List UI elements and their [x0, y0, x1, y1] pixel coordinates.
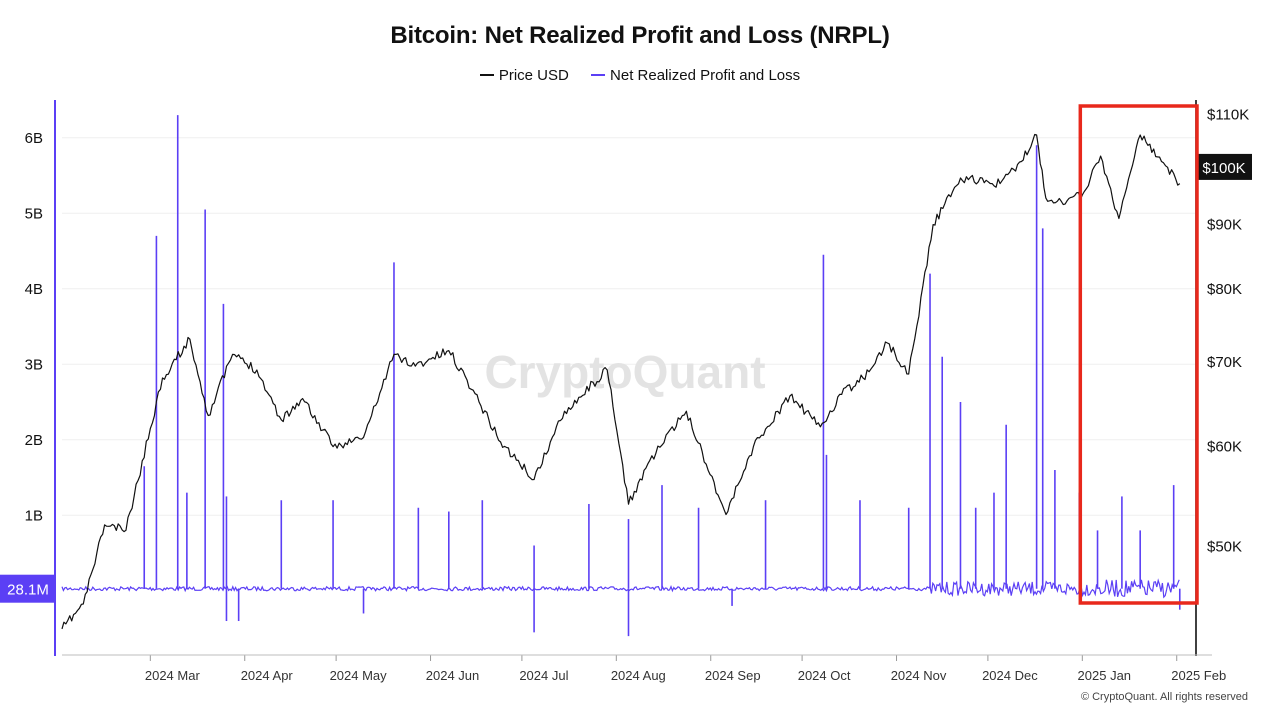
left-tick-label: 1B — [25, 507, 43, 524]
nrpl-badge-label: 28.1M — [7, 582, 49, 599]
x-tick-label: 2024 Sep — [705, 668, 761, 683]
x-axis: 2024 Mar 2024 Apr 2024 May 2024 Jun 2024 Jul… — [145, 655, 1226, 683]
left-tick-label: 5B — [25, 205, 43, 222]
x-tick-label: 2024 Mar — [145, 668, 201, 683]
right-tick-label: $80K — [1207, 281, 1242, 298]
x-tick-label: 2024 Aug — [611, 668, 666, 683]
legend-swatch-price — [479, 74, 494, 76]
x-tick-label: 2025 Jan — [1078, 668, 1132, 683]
legend: Price USD Net Realized Profit and Loss — [0, 63, 1280, 84]
grid — [62, 137, 1195, 516]
copyright: © CryptoQuant. All rights reserved — [1080, 691, 1248, 703]
left-tick-label: 3B — [25, 356, 43, 373]
price-line — [61, 133, 1181, 630]
chart-title: Bitcoin: Net Realized Profit and Loss (N… — [390, 22, 890, 49]
nrpl-series — [61, 115, 1181, 637]
right-tick-label: $90K — [1207, 217, 1242, 234]
left-tick-label: 6B — [25, 130, 43, 147]
legend-item-nrpl[interactable]: Net Realized Profit and Loss — [591, 67, 800, 84]
current-value-badges: $100K 28.1M — [0, 153, 1252, 603]
x-tick-label: 2024 Nov — [891, 668, 947, 683]
x-tick-label: 2024 Jun — [426, 668, 480, 683]
x-tick-label: 2024 May — [330, 668, 388, 683]
right-tick-label: $110K — [1207, 107, 1249, 124]
watermark: CryptoQuant — [484, 346, 765, 398]
left-tick-label: 4B — [25, 281, 43, 298]
legend-label-price: Price USD — [498, 66, 569, 84]
x-tick-label: 2024 Oct — [798, 668, 851, 683]
right-tick-label: $70K — [1207, 354, 1242, 371]
highlight-box — [1078, 104, 1199, 605]
price-badge-label: $100K — [1202, 160, 1245, 177]
price-badge — [1197, 153, 1252, 180]
x-tick-label: 2024 Jul — [519, 668, 568, 683]
left-axis: 6B 5B 4B 3B 2B 1B — [25, 130, 43, 525]
legend-item-price[interactable]: Price USD — [479, 66, 569, 84]
legend-label-nrpl: Net Realized Profit and Loss — [610, 66, 801, 84]
right-axis: $110K $90K $80K $70K $60K $50K — [1207, 107, 1249, 556]
left-tick-label: 2B — [25, 432, 43, 449]
x-tick-label: 2025 Feb — [1171, 668, 1226, 683]
right-tick-label: $60K — [1207, 439, 1242, 456]
x-tick-label: 2024 Apr — [241, 668, 294, 683]
nrpl-baseline — [61, 578, 1180, 599]
legend-swatch-nrpl — [591, 74, 606, 76]
x-tick-label: 2024 Dec — [982, 668, 1038, 683]
right-tick-label: $50K — [1207, 538, 1242, 555]
nrpl-badge — [0, 574, 55, 603]
price-series — [61, 133, 1181, 630]
